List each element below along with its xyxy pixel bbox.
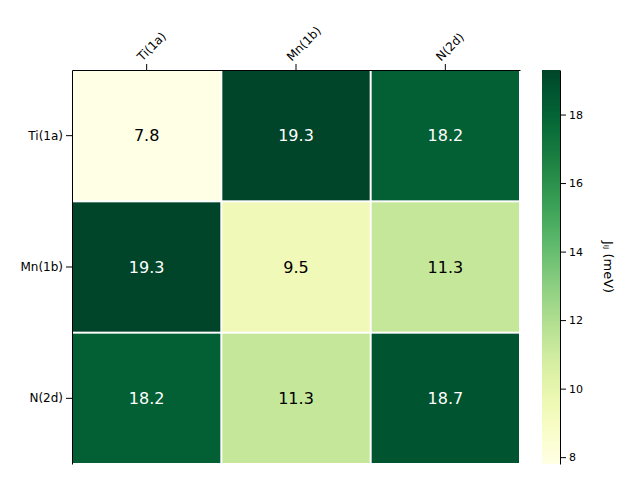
data-label: 11.3 (278, 389, 314, 408)
tick: 16 (560, 177, 583, 190)
data-label: 19.3 (129, 258, 165, 277)
chart-svg: 7.8 19.3 18.2 19.3 9.5 11.3 18.2 11.3 18.7 Ti(1a)… (0, 0, 640, 480)
tick: 18 (560, 109, 583, 122)
cell (73, 334, 220, 463)
tick: Ti(1a) (27, 129, 72, 143)
tick-label: 18 (569, 109, 583, 122)
tick-mark (296, 64, 297, 70)
cell (372, 334, 519, 463)
tick: N(2d) (433, 30, 467, 70)
tick-label: N(2d) (29, 391, 63, 405)
tick-label: 16 (569, 177, 583, 190)
colorbar: 8 10 12 14 16 18 Jᵢⱼ (meV) (542, 70, 616, 465)
data-label: 9.5 (283, 258, 308, 277)
colorbar-bar (542, 70, 560, 464)
cell (73, 202, 220, 331)
tick: 14 (560, 246, 583, 259)
tick-mark (560, 252, 566, 253)
cell (372, 202, 519, 331)
cell (222, 71, 369, 200)
tick: 10 (560, 383, 583, 396)
axis-domain (560, 71, 561, 465)
tick: Mn(1b) (284, 24, 324, 70)
tick-mark (445, 64, 446, 70)
tick-label: Mn(1b) (20, 260, 63, 274)
data-label: 18.2 (428, 126, 464, 145)
data-label: 18.7 (428, 389, 464, 408)
colorbar-label: Jᵢⱼ (meV) (601, 240, 616, 293)
tick-label: Ti(1a) (134, 29, 169, 64)
tick-mark (560, 457, 566, 458)
cell (372, 71, 519, 200)
tick: Mn(1b) (20, 260, 72, 274)
tick: 8 (560, 451, 576, 464)
cell (73, 71, 220, 200)
axis-domain (72, 71, 73, 465)
chart-container: 7.8 19.3 18.2 19.3 9.5 11.3 18.2 11.3 18.7 Ti(1a)… (0, 0, 640, 480)
tick-label: Mn(1b) (284, 24, 324, 64)
tick-mark (66, 267, 72, 268)
data-label: 11.3 (428, 258, 464, 277)
tick-label: Ti(1a) (27, 129, 63, 143)
tick-label: 14 (569, 246, 583, 259)
tick-mark (146, 64, 147, 70)
cell (222, 334, 369, 463)
x-axis: Ti(1a) Mn(1b) N(2d) (73, 24, 521, 71)
data-labels: 7.8 19.3 18.2 19.3 9.5 11.3 18.2 11.3 18.7 (129, 126, 463, 408)
data-label: 7.8 (134, 126, 159, 145)
data-label: 19.3 (278, 126, 314, 145)
axis-domain (73, 70, 521, 71)
tick-mark (66, 398, 72, 399)
tick-label: 12 (569, 314, 583, 327)
tick-mark (560, 320, 566, 321)
tick: N(2d) (29, 391, 72, 405)
tick: 12 (560, 314, 583, 327)
tick-mark (66, 135, 72, 136)
tick-mark (560, 183, 566, 184)
tick-mark (560, 389, 566, 390)
data-label: 18.2 (129, 389, 165, 408)
colorbar-axis: 8 10 12 14 16 18 (560, 71, 583, 465)
cells (73, 71, 519, 463)
tick-label: 8 (569, 451, 576, 464)
cell (222, 202, 369, 331)
y-axis: Ti(1a) Mn(1b) N(2d) (20, 71, 72, 465)
tick-label: 10 (569, 383, 583, 396)
tick-label: N(2d) (433, 30, 467, 64)
tick-mark (560, 115, 566, 116)
tick: Ti(1a) (134, 29, 169, 70)
